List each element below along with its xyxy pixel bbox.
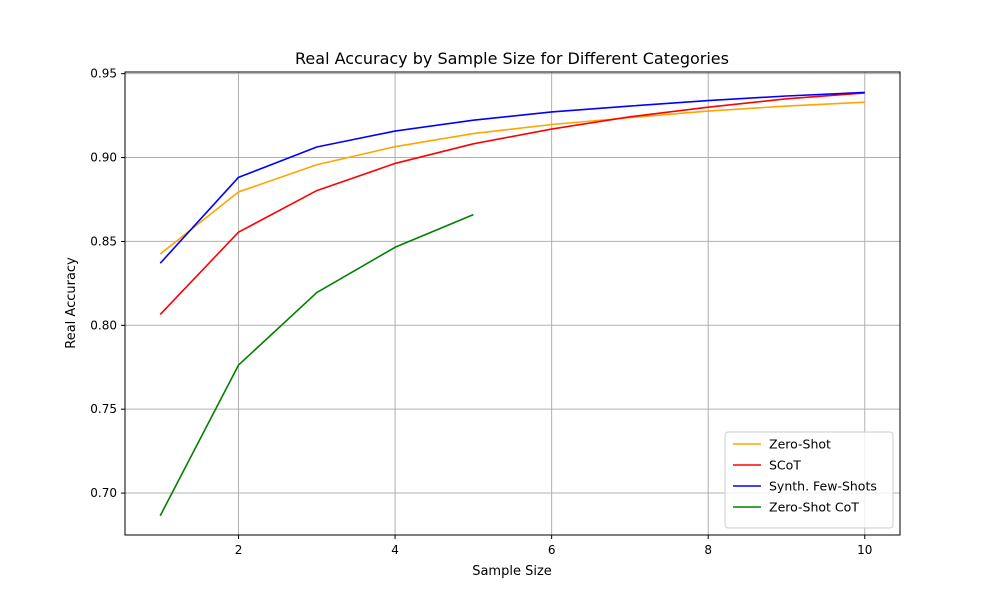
y-tick-label: 0.80 [90, 318, 117, 332]
y-tick-label: 0.85 [90, 234, 117, 248]
x-axis-ticks: 2 4 6 8 10 [235, 535, 872, 557]
y-tick-label: 0.95 [90, 67, 117, 81]
plot-frame [124, 71, 901, 536]
x-axis-label: Sample Size [472, 564, 552, 579]
y-axis-ticks: 0.70 0.75 0.80 0.85 0.90 0.95 [90, 67, 125, 500]
series-line-1 [159, 92, 865, 315]
y-axis-label: Real Accuracy [64, 257, 79, 349]
legend-label: SCoT [769, 458, 801, 473]
y-tick-label: 0.70 [90, 486, 117, 500]
x-tick-label: 8 [704, 543, 712, 557]
legend-label: Synth. Few-Shots [769, 479, 877, 494]
legend-box [724, 431, 894, 529]
grid [125, 72, 900, 535]
legend-label: Zero-Shot [769, 437, 831, 452]
series-line-2 [159, 91, 865, 264]
x-tick-label: 2 [235, 543, 243, 557]
y-tick-label: 0.90 [90, 151, 117, 165]
series-line-3 [159, 213, 474, 517]
x-tick-label: 10 [857, 543, 872, 557]
x-tick-label: 4 [391, 543, 399, 557]
x-tick-label: 6 [548, 543, 556, 557]
chart-title: Real Accuracy by Sample Size for Differe… [295, 49, 729, 68]
legend: Zero-Shot SCoT Synth. Few-Shots Zero-Shot C… [724, 431, 894, 529]
series-line-0 [159, 101, 865, 255]
series-layer [159, 91, 865, 517]
y-tick-label: 0.75 [90, 402, 117, 416]
legend-label: Zero-Shot CoT [769, 500, 859, 515]
